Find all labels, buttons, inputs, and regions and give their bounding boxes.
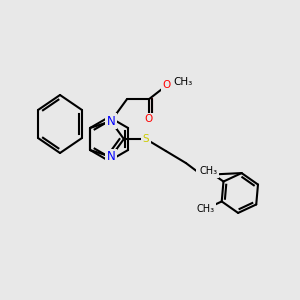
Text: CH₃: CH₃ [196,204,214,214]
Text: N: N [106,150,115,163]
Text: S: S [142,134,149,144]
Text: O: O [198,170,206,180]
Text: O: O [145,114,153,124]
Text: CH₃: CH₃ [200,166,218,176]
Text: CH₃: CH₃ [173,77,193,87]
Text: N: N [106,115,115,128]
Text: O: O [163,80,171,90]
